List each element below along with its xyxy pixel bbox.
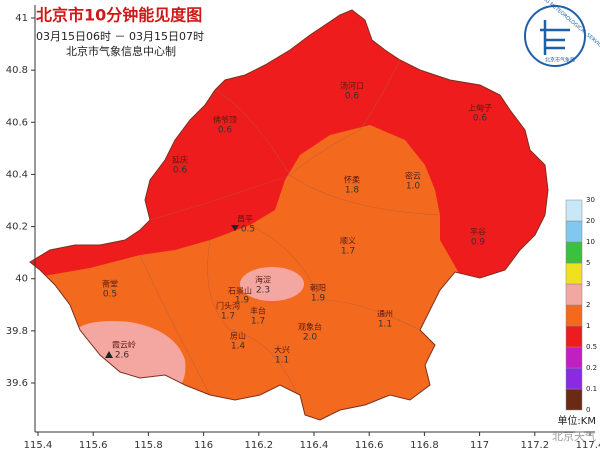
legend-swatch xyxy=(565,241,583,264)
station-value: 2.3 xyxy=(256,286,270,296)
x-tick-label: 115.8 xyxy=(134,440,163,451)
x-tick-label: 116.8 xyxy=(410,440,439,451)
x-tick-label: 115.6 xyxy=(79,440,108,451)
station-value: 0.6 xyxy=(473,114,488,124)
x-tick-label: 116 xyxy=(194,440,213,451)
legend-tick-label: 10 xyxy=(586,238,595,246)
station-value: 1.8 xyxy=(345,186,360,196)
title: 北京市10分钟能见度图 xyxy=(36,6,202,25)
legend-tick-label: 1 xyxy=(586,322,590,330)
station-name: 上甸子 xyxy=(468,103,492,113)
y-tick-label: 41 xyxy=(15,13,28,24)
legend-swatch xyxy=(565,304,583,327)
legend-tick-label: 30 xyxy=(586,196,595,204)
station-value: 1.7 xyxy=(251,317,265,327)
legend-tick-label: 0.1 xyxy=(586,385,597,393)
y-tick-label: 40.2 xyxy=(6,222,28,233)
station-name: 房山 xyxy=(230,331,246,341)
station-name: 观象台 xyxy=(298,322,322,332)
y-tick-label: 40.8 xyxy=(6,65,28,76)
station-value: 1.1 xyxy=(275,356,289,366)
x-tick-label: 117.2 xyxy=(520,440,549,451)
legend-swatch xyxy=(565,388,583,411)
legend-tick-label: 3 xyxy=(586,280,590,288)
y-tick-label: 40 xyxy=(15,274,28,285)
station-name: 平谷 xyxy=(470,228,486,237)
station-value: 1.7 xyxy=(221,312,235,322)
station-value: 1.9 xyxy=(311,294,326,304)
logo-subtext: 北京市气象局 xyxy=(545,57,575,64)
station-value: 0.6 xyxy=(173,166,188,176)
time: 03月15日06时 － 03月15日07时 xyxy=(36,30,204,43)
station-value: 1.0 xyxy=(406,182,421,192)
watermark: 北京天气 xyxy=(552,429,596,443)
legend-tick-label: 0 xyxy=(586,406,590,414)
station-name: 朝阳 xyxy=(310,284,326,293)
station-value: 0.6 xyxy=(218,126,233,136)
station-value: 2.6 xyxy=(115,351,130,361)
station-value: 0.9 xyxy=(471,238,486,248)
station-name: 昌平 xyxy=(237,215,253,224)
x-tick-label: 117 xyxy=(470,440,489,451)
x-tick-label: 117.4 xyxy=(576,440,600,451)
station-name: 通州 xyxy=(377,309,393,319)
x-tick-label: 116.2 xyxy=(244,440,273,451)
x-tick-label: 115.4 xyxy=(24,440,53,451)
legend: 0 0.1 0.2 0.5 1 2 3 5 10 20 30 xyxy=(565,196,597,414)
station-value: 0.6 xyxy=(345,92,360,102)
source: 北京市气象信息中心制 xyxy=(66,44,176,58)
station-value: 1.7 xyxy=(341,247,355,257)
y-tick-label: 39.8 xyxy=(6,326,28,337)
station-value: 0.5 xyxy=(103,290,117,300)
station-name: 汤河口 xyxy=(340,81,364,91)
station-name: 霞云岭 xyxy=(112,340,136,350)
legend-swatch xyxy=(565,346,583,369)
station-name: 丰台 xyxy=(250,306,266,316)
legend-swatch xyxy=(565,367,583,390)
station-name: 延庆 xyxy=(172,155,188,165)
x-tick-label: 116.6 xyxy=(355,440,384,451)
x-tick-label: 116.4 xyxy=(300,440,329,451)
station-name: 海淀 xyxy=(255,275,271,285)
y-tick-label: 40.6 xyxy=(6,117,28,128)
legend-swatch xyxy=(565,199,583,222)
station-name: 门头沟 xyxy=(216,301,240,311)
station-name: 密云 xyxy=(405,171,421,181)
station-value: 0.5 xyxy=(241,225,255,235)
station-value: 1.9 xyxy=(235,296,250,306)
legend-unit: 单位:KM xyxy=(557,414,596,427)
station-value: 1.4 xyxy=(231,342,246,352)
legend-tick-label: 20 xyxy=(586,217,595,225)
legend-tick-label: 0.2 xyxy=(586,364,597,372)
legend-tick-label: 5 xyxy=(586,259,590,267)
station-name: 斋堂 xyxy=(102,279,118,289)
station-name: 佛爷顶 xyxy=(213,115,237,125)
legend-tick-label: 0.5 xyxy=(586,343,597,351)
station-name: 顺义 xyxy=(340,237,356,246)
station-value: 2.0 xyxy=(303,333,318,343)
y-tick-label: 40.4 xyxy=(6,169,28,180)
logo: BEIJING METEOROLOGICAL SERVICE 北京市气象局 xyxy=(524,0,600,67)
legend-tick-label: 2 xyxy=(586,301,590,309)
legend-swatch xyxy=(565,325,583,348)
legend-swatch xyxy=(565,283,583,306)
legend-swatch xyxy=(565,220,583,243)
station-name: 大兴 xyxy=(274,345,290,355)
station-name: 怀柔 xyxy=(344,175,360,185)
station-name: 石景山 xyxy=(228,286,252,296)
y-tick-label: 39.6 xyxy=(6,378,28,389)
stations: 汤河口 0.6 上甸子 0.6 佛爷顶 0.6 延庆 0.6 怀柔 1.8 密云… xyxy=(102,81,492,366)
legend-swatch xyxy=(565,262,583,285)
station-value: 1.1 xyxy=(378,320,392,330)
